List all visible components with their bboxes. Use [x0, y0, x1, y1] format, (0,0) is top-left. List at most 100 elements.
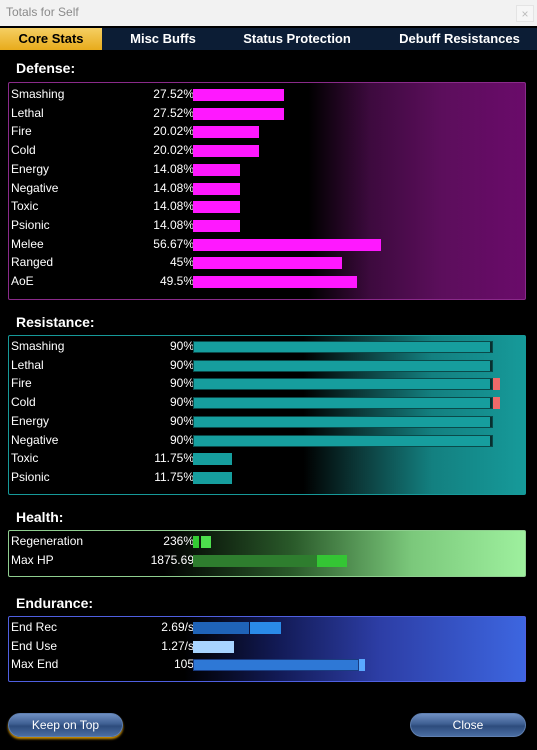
defense-bar — [193, 257, 342, 270]
resistance-bar — [193, 378, 493, 391]
resistance-row: Toxic 11.75% — [11, 450, 511, 468]
resistance-row: Cold 90% — [11, 394, 511, 412]
resistance-row: Fire 90% — [11, 375, 511, 393]
stat-value: 49.5% — [159, 274, 194, 288]
defense-bar — [193, 107, 284, 120]
stat-value: 90% — [169, 339, 194, 353]
resistance-row: Smashing 90% — [11, 338, 511, 356]
stat-label: Max End — [11, 657, 59, 671]
defense-bar — [193, 276, 357, 288]
close-button[interactable]: Close — [410, 713, 526, 737]
defense-bar — [193, 219, 240, 232]
stat-label: End Rec — [11, 620, 58, 634]
stat-label: Negative — [11, 432, 59, 447]
tab-debuff-resistances[interactable]: Debuff Resistances — [399, 31, 520, 46]
defense-bar — [193, 89, 284, 101]
window-close-icon[interactable]: × — [516, 5, 534, 22]
stat-value: 56.67% — [153, 236, 194, 251]
stat-value: 90% — [169, 432, 194, 447]
defense-row: Cold 20.02% — [11, 142, 511, 160]
stat-label: Smashing — [11, 339, 65, 353]
stat-value: 105 — [173, 657, 194, 671]
defense-row: Ranged 45% — [11, 254, 511, 272]
max-end-bar-extra — [359, 659, 365, 671]
resistance-bar — [193, 471, 232, 484]
defense-row: Smashing 27.52% — [11, 86, 511, 104]
window-title: Totals for Self — [6, 5, 79, 19]
resistance-row: Negative 90% — [11, 432, 511, 450]
resistance-row: Lethal 90% — [11, 357, 511, 375]
defense-row: Lethal 27.52% — [11, 105, 511, 123]
resistance-overcap-bar — [493, 397, 500, 410]
defense-row: Toxic 14.08% — [11, 198, 511, 216]
health-row-regeneration: Regeneration 236% — [11, 533, 511, 551]
regeneration-bar-extra — [201, 536, 211, 548]
defense-row: Fire 20.02% — [11, 123, 511, 141]
defense-bar — [193, 145, 259, 158]
health-panel — [8, 530, 526, 577]
stat-label: AoE — [11, 274, 34, 288]
stat-label: Psionic — [11, 469, 50, 484]
max-hp-bar — [193, 555, 317, 567]
stat-label: Negative — [11, 180, 59, 195]
end-use-bar — [193, 641, 234, 653]
resistance-bar — [193, 397, 493, 410]
max-end-bar — [193, 659, 359, 671]
stat-label: Fire — [11, 124, 32, 139]
window-titlebar: Totals for Self × — [0, 0, 537, 26]
max-hp-bar-extra — [317, 555, 347, 567]
resistance-row: Energy 90% — [11, 413, 511, 431]
stat-label: Smashing — [11, 87, 65, 101]
stat-label: Ranged — [11, 255, 54, 270]
stat-value: 90% — [169, 413, 194, 428]
resistance-bar — [193, 453, 232, 466]
resistance-row: Psionic 11.75% — [11, 469, 511, 487]
stat-value: 11.75% — [154, 451, 194, 466]
end-rec-bar-extra — [250, 622, 281, 634]
stat-label: Cold — [11, 143, 36, 158]
defense-row: Psionic 14.08% — [11, 217, 511, 235]
stat-value: 20.02% — [153, 124, 194, 139]
stat-value: 90% — [169, 395, 194, 410]
tab-bar: Core Stats Misc Buffs Status Protection … — [0, 28, 537, 50]
resistance-bar — [193, 434, 493, 447]
defense-row: Melee 56.67% — [11, 236, 511, 254]
tab-status-protection[interactable]: Status Protection — [243, 31, 351, 46]
stat-value: 90% — [169, 357, 194, 372]
endurance-row-end-rec: End Rec 2.69/s — [11, 619, 511, 637]
stat-value: 14.08% — [153, 180, 194, 195]
stat-value: 90% — [169, 376, 194, 391]
stat-value: 14.08% — [153, 217, 194, 232]
stat-value: 14.08% — [153, 161, 194, 176]
resistance-overcap-bar — [493, 378, 500, 391]
stat-label: Regeneration — [11, 534, 84, 548]
defense-row: Energy 14.08% — [11, 161, 511, 179]
defense-heading: Defense: — [16, 60, 76, 76]
defense-row: AoE 49.5% — [11, 273, 511, 291]
resistance-bar — [193, 415, 493, 428]
stat-label: Toxic — [11, 451, 39, 466]
health-row-max-hp: Max HP 1875.69 — [11, 552, 511, 570]
resistance-bar — [193, 359, 493, 372]
stat-value: 14.08% — [153, 199, 194, 214]
stat-label: Melee — [11, 236, 44, 251]
stat-label: Energy — [11, 161, 50, 176]
tab-misc-buffs[interactable]: Misc Buffs — [130, 31, 196, 46]
defense-bar — [193, 126, 259, 139]
keep-on-top-button[interactable]: Keep on Top — [8, 713, 123, 737]
endurance-row-max-end: Max End 105 — [11, 656, 511, 674]
tab-core-stats[interactable]: Core Stats — [0, 28, 102, 50]
stat-value: 1.27/s — [161, 639, 194, 653]
stat-value: 45% — [169, 255, 194, 270]
stat-label: Lethal — [11, 105, 44, 120]
defense-bar — [193, 238, 381, 251]
defense-bar — [193, 163, 240, 176]
stat-value: 11.75% — [154, 469, 194, 484]
stat-value: 20.02% — [153, 143, 194, 158]
stat-value: 1875.69 — [150, 553, 194, 567]
stat-label: Toxic — [11, 199, 39, 214]
resistance-bar — [193, 341, 493, 353]
resistance-heading: Resistance: — [16, 314, 95, 330]
defense-bar — [193, 201, 240, 214]
end-rec-bar — [193, 622, 249, 634]
